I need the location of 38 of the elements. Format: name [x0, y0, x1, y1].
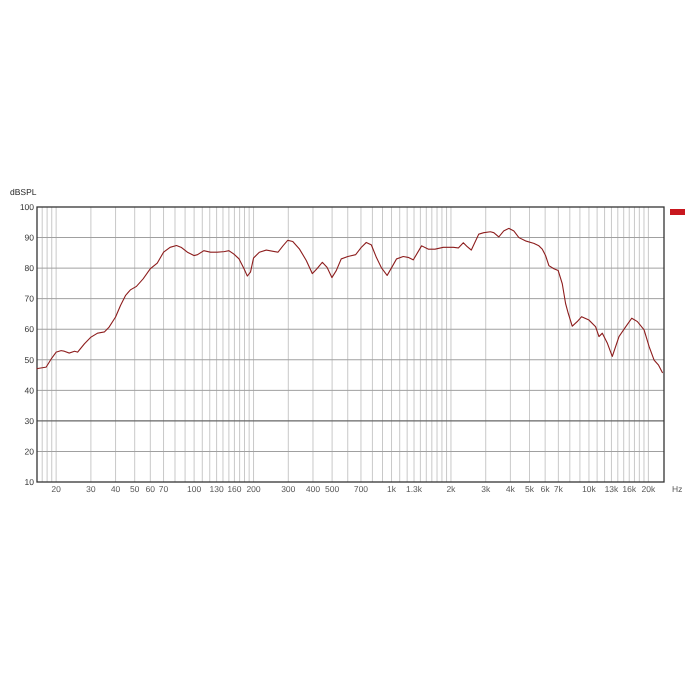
x-tick-label: 30	[86, 484, 96, 494]
x-tick-label: 16k	[622, 484, 637, 494]
y-axis-title: dBSPL	[10, 187, 37, 197]
y-tick-label: 80	[24, 263, 34, 274]
x-tick-label: 160	[227, 484, 242, 494]
y-tick-label: 40	[24, 385, 34, 396]
x-tick-label: 10k	[582, 484, 597, 494]
x-tick-label: 130	[210, 484, 224, 494]
x-tick-label: 500	[325, 484, 340, 494]
x-tick-label: 2k	[446, 484, 456, 494]
x-tick-label: 1.3k	[406, 484, 423, 494]
x-tick-label: 70	[158, 484, 169, 494]
x-tick-label: 60	[146, 484, 156, 494]
x-tick-label: 40	[110, 484, 121, 494]
x-tick-label: 6k	[540, 484, 550, 494]
x-tick-label: 20k	[642, 484, 656, 494]
x-tick-label: 4k	[506, 484, 516, 494]
x-tick-label: 400	[306, 484, 320, 494]
y-tick-label: 90	[24, 232, 34, 243]
x-tick-label: 1k	[387, 484, 397, 494]
x-tick-label: 20	[51, 484, 62, 494]
x-tick-label: 5k	[525, 484, 535, 494]
x-tick-label: 13k	[604, 484, 620, 494]
x-axis-title: Hz	[672, 484, 682, 494]
y-tick-label: 50	[24, 354, 34, 365]
x-tick-label: 300	[281, 484, 296, 494]
x-tick-label: 3k	[481, 484, 491, 494]
x-tick-label: 50	[130, 484, 140, 494]
y-tick-label: 30	[24, 416, 34, 426]
y-tick-label: 100	[20, 202, 34, 212]
x-tick-label: 700	[354, 484, 368, 494]
y-tick-label: 70	[24, 294, 34, 304]
y-tick-label: 20	[24, 446, 34, 456]
y-tick-label: 10	[24, 477, 34, 487]
x-tick-label: 7k	[554, 484, 564, 494]
x-tick-label: 200	[246, 484, 261, 494]
x-tick-label: 100	[187, 484, 202, 494]
y-tick-label: 60	[24, 324, 34, 334]
